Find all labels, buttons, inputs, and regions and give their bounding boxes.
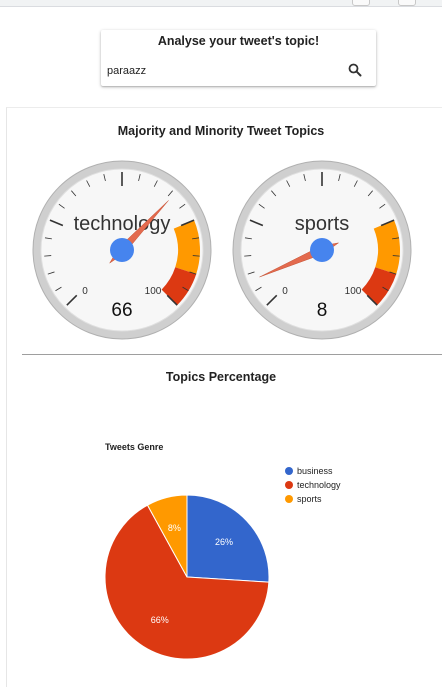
gauge-tick <box>303 174 306 182</box>
gauges-title: Majority and Minority Tweet Topics <box>117 124 325 138</box>
search-card: Analyse your tweet's topic! <box>101 30 376 86</box>
gauge-tick <box>258 203 265 209</box>
gauge-tick <box>255 286 262 292</box>
gauge-tick <box>189 271 197 275</box>
gauge-tick <box>179 203 186 209</box>
gauge-band <box>161 267 197 306</box>
gauge-tick <box>44 255 52 257</box>
gauge-tick <box>367 190 373 197</box>
gauge-tick <box>166 294 178 306</box>
gauge-tick <box>49 219 64 227</box>
section-divider <box>22 354 442 355</box>
gauge-tick <box>380 219 395 227</box>
gauge-hub <box>110 238 134 262</box>
legend-item-business[interactable]: business <box>285 464 341 478</box>
gauge-max-label: 100 <box>145 286 162 297</box>
gauge-tick <box>138 174 141 182</box>
search-input[interactable] <box>107 63 337 79</box>
gauge-tick <box>182 286 189 292</box>
gauge-tick <box>47 271 55 275</box>
gauge-tick <box>167 190 173 197</box>
legend-item-technology[interactable]: technology <box>285 478 341 492</box>
gauge-tick <box>86 180 91 187</box>
search-icon[interactable] <box>347 62 363 78</box>
gauge-tick <box>192 255 200 257</box>
gauge-needle <box>109 200 169 264</box>
gauge-tick <box>366 294 378 306</box>
gauge-tick <box>286 180 291 187</box>
gauge-tick <box>338 174 341 182</box>
browser-toolbar-edge <box>0 0 442 7</box>
pie-slice-label: 26% <box>215 537 233 547</box>
pie-legend: business technology sports <box>285 464 341 506</box>
gauge-tick <box>382 286 389 292</box>
gauge-hub <box>310 238 334 262</box>
pie-slice-business <box>186 494 270 583</box>
legend-dot <box>285 495 293 503</box>
gauge-tick <box>71 190 77 197</box>
legend-dot <box>285 467 293 475</box>
gauge-tick <box>392 237 400 240</box>
legend-item-sports[interactable]: sports <box>285 492 341 506</box>
pie-slice-technology <box>104 504 270 660</box>
gauge-band <box>373 220 400 275</box>
pie-chart-title: Tweets Genre <box>105 442 164 452</box>
browser-extension-button[interactable] <box>398 0 416 6</box>
gauge-tick <box>353 180 358 187</box>
gauge-sports: sports 0 100 8 <box>232 160 412 340</box>
legend-label: technology <box>297 480 341 490</box>
legend-label: business <box>297 466 333 476</box>
gauge-tick <box>180 219 195 227</box>
pie-chart: 26% 66% 8% <box>104 494 270 660</box>
gauge-tick <box>66 294 78 306</box>
gauge-band <box>361 267 397 306</box>
gauge-tick <box>379 203 386 209</box>
pie-slice-label: 66% <box>151 615 169 625</box>
gauge-min-label: 0 <box>82 286 88 297</box>
gauge-tick <box>247 271 255 275</box>
gauge-tick <box>271 190 277 197</box>
gauge-tick <box>249 219 264 227</box>
gauge-tick <box>58 203 65 209</box>
pie-slice-label: 8% <box>168 523 181 533</box>
gauge-tick <box>244 255 252 257</box>
gauge-tick <box>103 174 106 182</box>
gauge-tick <box>192 237 200 240</box>
pie-section-title: Topics Percentage <box>165 370 277 384</box>
gauge-value: 66 <box>111 300 132 321</box>
gauge-band <box>173 220 200 275</box>
gauge-tick <box>392 255 400 257</box>
gauge-tick <box>44 237 52 240</box>
gauge-needle <box>259 238 339 278</box>
gauge-tick <box>389 271 397 275</box>
browser-menu-button[interactable] <box>352 0 370 6</box>
gauge-label: technology <box>74 213 171 235</box>
gauge-value: 8 <box>317 300 328 321</box>
gauge-max-label: 100 <box>345 286 362 297</box>
legend-label: sports <box>297 494 322 504</box>
gauge-tick <box>55 286 62 292</box>
gauge-tick <box>244 237 252 240</box>
search-title: Analyse your tweet's topic! <box>157 34 320 48</box>
gauge-tick <box>266 294 278 306</box>
gauge-technology: technology 0 100 66 <box>32 160 212 340</box>
gauge-label: sports <box>295 213 349 235</box>
gauge-tick <box>153 180 158 187</box>
pie-slice-sports <box>146 494 188 578</box>
legend-dot <box>285 481 293 489</box>
gauge-min-label: 0 <box>282 286 288 297</box>
